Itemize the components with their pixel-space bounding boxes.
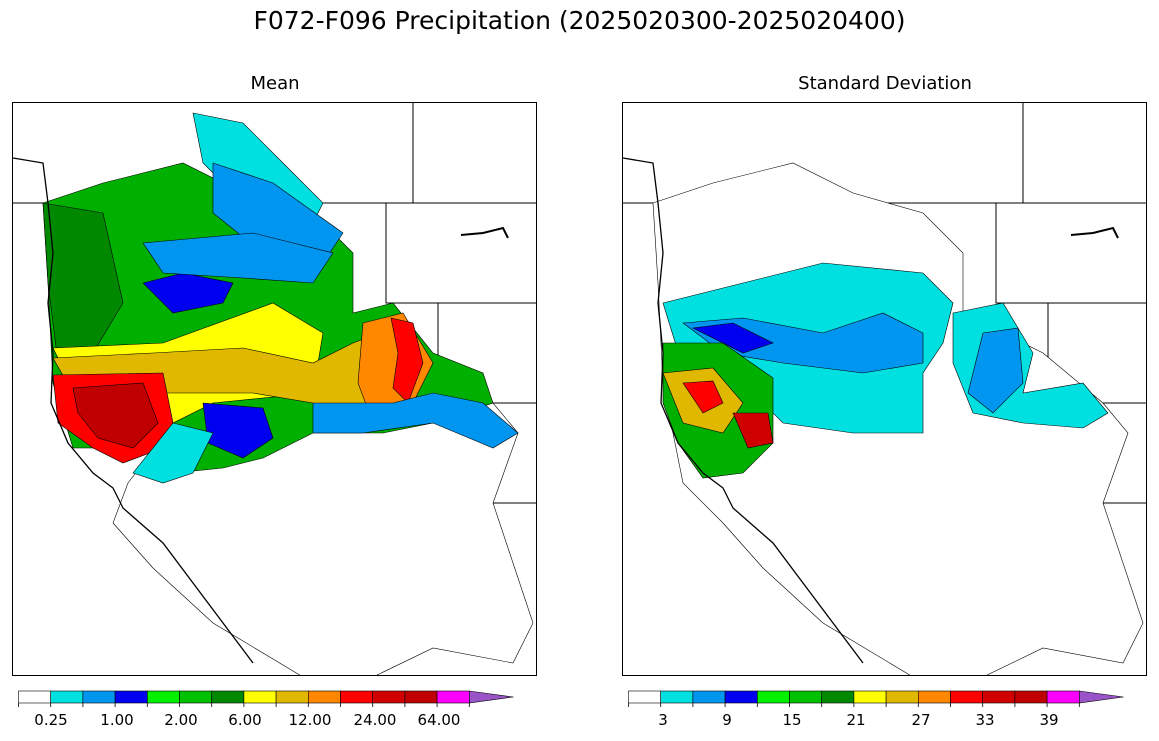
std-colorbar-segment <box>724 690 758 704</box>
mean-darkred-california <box>72 382 159 449</box>
mean-colorbar-segment <box>404 690 438 704</box>
mean-colorbar-segment <box>340 690 374 704</box>
std-colorbar-segment <box>917 690 951 704</box>
mean-colorbar-segment <box>372 690 406 704</box>
std-coast-red <box>682 380 724 414</box>
std-map <box>622 102 1147 676</box>
mean-colorbar-tick: 24.00 <box>353 711 397 729</box>
mean-colorbar <box>18 690 514 707</box>
std-panel-title: Standard Deviation <box>798 73 972 94</box>
mean-colorbar-segment <box>307 690 341 704</box>
mean-colorbar-segment <box>436 690 470 704</box>
std-colorbar-segment <box>789 690 823 704</box>
std-colorbar-segment <box>1014 690 1048 704</box>
mean-colorbar-segment <box>50 690 84 704</box>
std-colorbar-segment <box>853 690 887 704</box>
std-colorbar-tick: 33 <box>975 711 995 729</box>
std-colorbar-segment <box>692 690 726 704</box>
std-colorbar-segment <box>821 690 855 704</box>
mean-colorbar-segment <box>243 690 277 704</box>
mean-colorbar-tick: 6.00 <box>228 711 262 729</box>
mean-colorbar-segment <box>82 690 116 704</box>
std-colorbar-tick: 3 <box>658 711 668 729</box>
mean-map <box>12 102 537 676</box>
mean-blue-utah <box>312 392 519 449</box>
std-colorbar-tick: 15 <box>782 711 802 729</box>
mean-darkblue-patch <box>142 272 234 314</box>
std-darkblue-band <box>691 322 774 354</box>
mean-colorbar-segment <box>211 690 245 704</box>
std-colorbar-segment <box>757 690 790 704</box>
std-coast-darkred <box>732 412 774 449</box>
mean-colorbar-tick: 2.00 <box>164 711 198 729</box>
figure-title: F072-F096 Precipitation (2025020300-2025… <box>253 6 906 35</box>
std-colorbar-tick: 21 <box>846 711 866 729</box>
mean-colorbar-tick: 12.00 <box>288 711 332 729</box>
mean-colorbar-segment <box>147 690 180 704</box>
std-colorbar-tick: 9 <box>722 711 732 729</box>
mean-colorbar-tick: 0.25 <box>34 711 68 729</box>
std-colorbar <box>628 690 1124 707</box>
mean-cyan-south <box>132 422 214 484</box>
std-colorbar-tick: 27 <box>911 711 931 729</box>
std-colorbar-segment <box>885 690 919 704</box>
mean-colorbar-tick: 64.00 <box>417 711 461 729</box>
mean-dry-southwest-region <box>112 402 534 675</box>
std-colorbar-segment <box>1046 690 1080 704</box>
mean-colorbar-segment <box>275 690 309 704</box>
std-colorbar-tick: 39 <box>1039 711 1059 729</box>
mean-colorbar-segment <box>468 690 514 704</box>
mean-colorbar-segment <box>179 690 213 704</box>
std-colorbar-segment <box>982 690 1016 704</box>
mean-colorbar-segment <box>114 690 148 704</box>
std-map-svg <box>623 103 1146 675</box>
mean-panel-title: Mean <box>250 73 300 94</box>
std-colorbar-segment <box>950 690 984 704</box>
std-colorbar-segment <box>1078 690 1124 704</box>
mean-map-svg <box>13 103 536 675</box>
std-colorbar-segment <box>628 690 662 704</box>
mean-lightblue-band <box>142 232 334 284</box>
std-colorbar-segment <box>660 690 694 704</box>
mean-colorbar-tick: 1.00 <box>100 711 134 729</box>
mean-colorbar-segment <box>18 690 52 704</box>
std-east-blue <box>967 327 1024 414</box>
